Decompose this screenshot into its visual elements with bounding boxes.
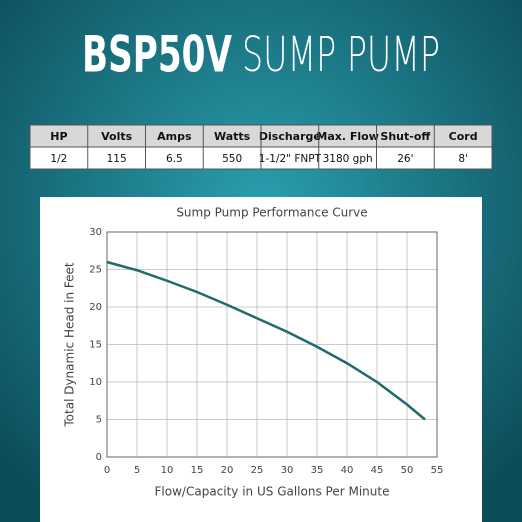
table-cell: 550: [222, 153, 242, 165]
table-cell: 8': [458, 153, 468, 165]
y-tick-label: 0: [96, 452, 102, 463]
table-cell: 26': [397, 153, 413, 165]
x-tick-label: 40: [341, 465, 354, 476]
y-tick-label: 10: [89, 377, 102, 388]
column-header: Volts: [101, 130, 132, 143]
plot-frame: [106, 231, 438, 458]
x-tick-label: 0: [104, 465, 110, 476]
y-tick-label: 30: [89, 227, 102, 238]
x-tick-label: 45: [371, 465, 384, 476]
chart-panel: [40, 197, 482, 522]
x-tick-label: 55: [431, 465, 444, 476]
x-tick-label: 15: [191, 465, 204, 476]
column-header: Cord: [449, 130, 478, 143]
x-tick-label: 5: [134, 465, 140, 476]
y-tick-label: 15: [89, 340, 102, 351]
curve: [106, 260, 426, 421]
x-tick-label: 10: [161, 465, 174, 476]
table-cell: 1/2: [50, 153, 67, 165]
x-tick-label: 35: [311, 465, 324, 476]
x-tick-label: 30: [281, 465, 294, 476]
column-header: Watts: [214, 130, 251, 143]
x-tick-label: 25: [251, 465, 264, 476]
y-tick-label: 20: [89, 302, 102, 313]
chart-title: Sump Pump Performance Curve: [176, 206, 367, 220]
y-tick-label: 5: [96, 415, 102, 426]
x-tick-label: 50: [401, 465, 414, 476]
column-header: Amps: [157, 130, 192, 143]
x-tick-label: 20: [221, 465, 234, 476]
product-title: SUMP PUMP: [242, 27, 440, 83]
y-tick-label: 25: [89, 265, 102, 276]
column-header: Max. Flow: [316, 130, 378, 143]
x-axis-label: Flow/Capacity in US Gallons Per Minute: [155, 485, 390, 499]
table-cell: 115: [107, 153, 127, 165]
table-cell: 3180 gph: [323, 153, 373, 165]
table-cell: 6.5: [166, 153, 183, 165]
column-header: Shut-off: [380, 130, 430, 143]
y-axis-label: Total Dynamic Head in Feet: [63, 262, 77, 428]
model-title: BSP50V: [82, 26, 232, 84]
column-header: HP: [50, 130, 67, 143]
column-header: Discharge: [259, 130, 321, 143]
table-border: [29, 124, 493, 170]
table-cell: 1-1/2" FNPT: [259, 153, 322, 165]
chart: Sump Pump Performance Curve 0 5 10 15 20 25 30 3…: [63, 206, 444, 499]
